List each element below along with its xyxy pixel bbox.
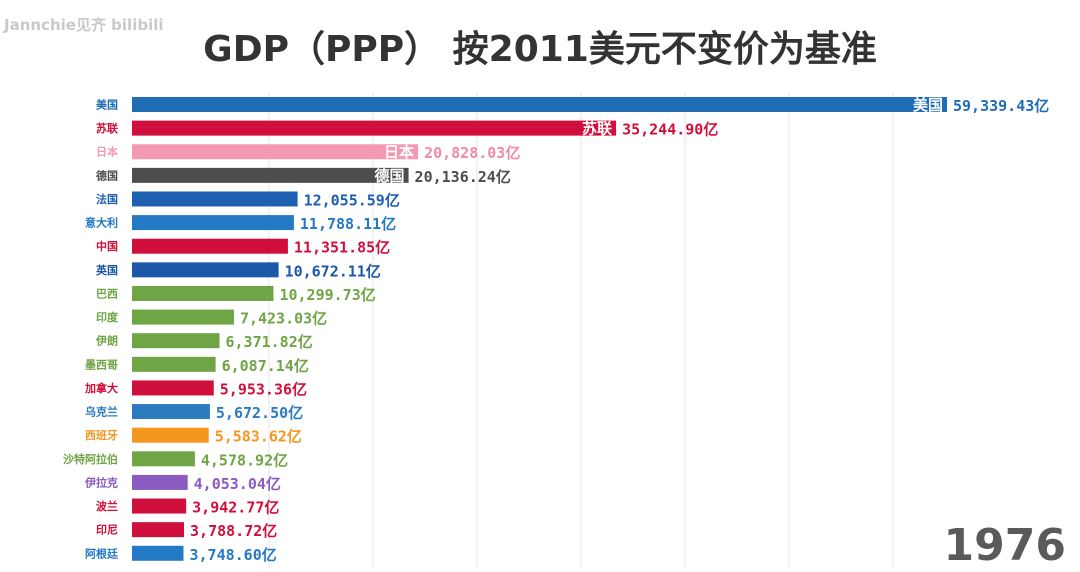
bar xyxy=(132,97,947,112)
category-label: 印尼 xyxy=(96,524,118,537)
category-label: 伊拉克 xyxy=(84,475,118,489)
value-label: 3,788.72亿 xyxy=(190,522,277,540)
value-label: 20,136.24亿 xyxy=(415,168,511,186)
category-label: 墨西哥 xyxy=(85,358,118,371)
bar xyxy=(132,404,210,420)
value-label: 11,351.85亿 xyxy=(294,239,390,257)
category-label: 美国 xyxy=(96,98,118,112)
category-label: 乌克兰 xyxy=(85,405,118,419)
value-label: 6,087.14亿 xyxy=(222,357,309,375)
bar xyxy=(132,285,274,301)
category-label: 加拿大 xyxy=(84,381,118,395)
bar xyxy=(132,167,409,183)
value-label: 5,672.50亿 xyxy=(216,404,303,422)
category-label: 印度 xyxy=(96,310,119,324)
bar xyxy=(132,427,209,443)
bar xyxy=(132,356,216,372)
category-label: 日本 xyxy=(96,145,118,159)
bar xyxy=(132,262,279,278)
bar xyxy=(132,498,187,514)
value-label: 5,583.62亿 xyxy=(215,428,302,446)
bar xyxy=(132,120,617,136)
value-label: 4,578.92亿 xyxy=(201,451,288,469)
category-label: 阿根廷 xyxy=(85,546,119,560)
value-label: 10,672.11亿 xyxy=(285,262,381,280)
bar xyxy=(132,522,185,538)
value-label: 35,244.90亿 xyxy=(622,121,718,139)
bar-name-label: 美国 xyxy=(913,96,943,114)
bar xyxy=(132,380,214,396)
bar xyxy=(132,451,195,467)
value-label: 10,299.73亿 xyxy=(279,286,375,304)
value-label: 20,828.03亿 xyxy=(424,144,520,162)
value-label: 3,748.60亿 xyxy=(189,546,276,564)
category-label: 英国 xyxy=(95,263,118,277)
category-label: 法国 xyxy=(96,192,118,206)
bar-name-label: 苏联 xyxy=(582,120,613,138)
value-label: 6,371.82亿 xyxy=(226,333,313,351)
bar xyxy=(132,474,188,490)
bar xyxy=(132,309,234,325)
category-label: 伊朗 xyxy=(95,334,118,348)
category-label: 德国 xyxy=(95,168,118,182)
bar xyxy=(132,333,220,349)
category-label: 西班牙 xyxy=(85,428,118,442)
bar-name-label: 日本 xyxy=(384,143,414,161)
category-label: 苏联 xyxy=(96,121,118,135)
category-label: 波兰 xyxy=(96,499,118,513)
category-label: 巴西 xyxy=(96,287,118,300)
value-label: 5,953.36亿 xyxy=(220,380,307,398)
value-label: 7,423.03亿 xyxy=(240,310,327,328)
value-label: 59,339.43亿 xyxy=(953,97,1049,115)
value-label: 3,942.77亿 xyxy=(192,499,279,517)
value-label: 11,788.11亿 xyxy=(300,215,396,233)
bar xyxy=(132,144,419,160)
category-label: 中国 xyxy=(96,239,118,253)
bar xyxy=(132,191,298,207)
value-label: 4,053.04亿 xyxy=(194,475,281,493)
year-label: 1976 xyxy=(943,520,1066,571)
bar xyxy=(132,238,288,254)
category-label: 意大利 xyxy=(85,216,118,230)
bar-name-label: 德国 xyxy=(375,167,405,185)
category-label: 沙特阿拉伯 xyxy=(63,452,118,466)
watermark: Jannchie见齐 bilibili xyxy=(4,16,164,34)
bar xyxy=(132,545,184,561)
value-label: 12,055.59亿 xyxy=(304,191,400,209)
chart-title: GDP（PPP） 按2011美元不变价为基准 xyxy=(203,29,877,70)
bar xyxy=(132,215,294,231)
